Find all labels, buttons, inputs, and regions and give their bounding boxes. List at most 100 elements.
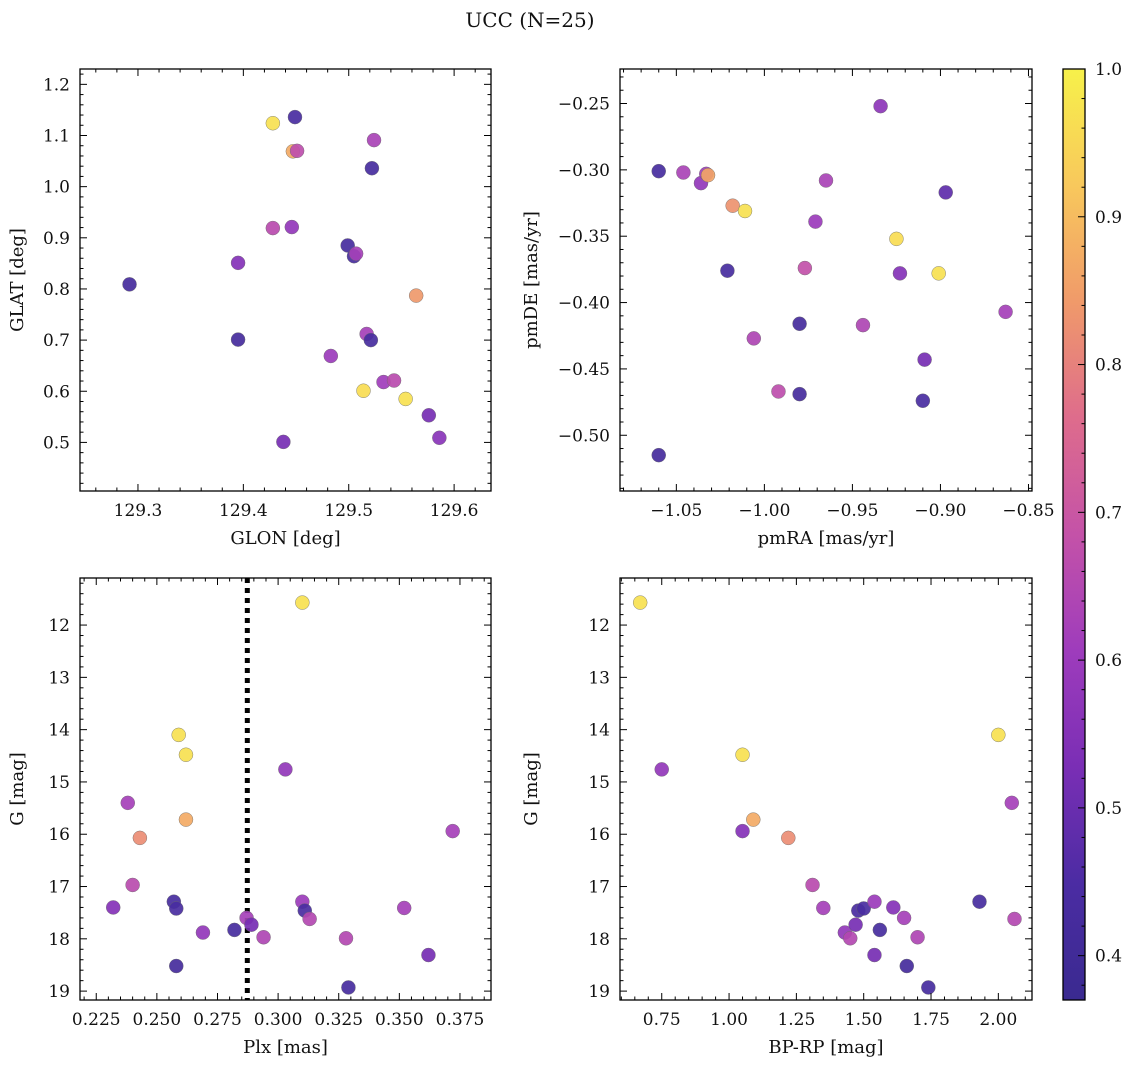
x-tick-label: 129.6	[430, 501, 479, 521]
x-tick-label: −0.95	[826, 501, 878, 521]
data-point	[265, 116, 281, 131]
panel-glon-glat: 129.3 129.4 129.5 129.6 0.5 0.6 0.7 0.8 0.9 1.0 1.…	[7, 68, 492, 549]
axes-frame	[79, 577, 492, 1001]
data-point	[737, 203, 753, 219]
y-tick-label: −0.50	[558, 426, 610, 446]
colorbar-tick-label: 0.5	[1095, 799, 1122, 819]
data-point	[872, 922, 888, 938]
x-tick-label: 1.00	[710, 1010, 748, 1030]
x-axis-label: GLON [deg]	[230, 528, 340, 549]
colorbar-tick-label: 0.6	[1095, 651, 1122, 671]
data-point	[356, 383, 371, 398]
data-point	[302, 911, 317, 927]
data-point	[873, 98, 888, 114]
data-point	[276, 434, 291, 450]
data-point	[244, 917, 259, 932]
y-tick-label: 1.2	[43, 75, 70, 95]
data-point	[122, 277, 137, 292]
x-tick-label: 0.375	[436, 1010, 485, 1030]
data-point	[972, 894, 987, 909]
data-point	[169, 901, 184, 916]
axis-ticks	[620, 69, 1032, 491]
data-point	[256, 930, 271, 945]
y-axis-label: G [mag]	[7, 752, 28, 825]
y-tick-label: 18	[588, 930, 610, 950]
data-point	[771, 384, 786, 399]
data-point	[848, 917, 863, 932]
data-point	[295, 595, 310, 610]
y-tick-label: 19	[48, 982, 70, 1002]
data-point	[338, 931, 354, 946]
data-point	[654, 762, 669, 777]
plot-area	[620, 578, 1032, 1000]
axis-ticks	[620, 578, 1032, 1000]
y-tick-label: 14	[588, 721, 610, 741]
y-tick-label: 13	[588, 668, 610, 688]
colorbar-gradient	[1062, 68, 1086, 1001]
data-point	[886, 900, 901, 915]
x-tick-label: 0.325	[314, 1010, 363, 1030]
y-tick-label: 14	[48, 721, 70, 741]
panel-bprp-g: 0.75 1.00 1.25 1.50 1.75 2.00 12 13 14 15 16 17 18 19…	[521, 577, 1033, 1058]
plot-area	[80, 578, 491, 1000]
data-point	[735, 747, 750, 762]
plot-area	[620, 69, 1032, 491]
data-point	[169, 958, 184, 974]
colorbar-tick-label: 1.0	[1095, 60, 1122, 80]
y-tick-label: −0.35	[558, 227, 610, 247]
data-point	[178, 812, 194, 827]
y-tick-label: 0.7	[43, 331, 70, 351]
axes-frame	[619, 577, 1033, 1001]
data-point	[287, 109, 303, 125]
data-point	[366, 132, 382, 148]
data-point	[720, 263, 735, 278]
x-tick-label: 1.25	[777, 1010, 815, 1030]
x-tick-label: 129.3	[114, 501, 163, 521]
data-point	[805, 877, 820, 893]
data-point	[843, 931, 858, 946]
data-point	[991, 727, 1006, 743]
data-point	[746, 331, 762, 346]
data-point	[792, 386, 807, 402]
data-point	[421, 408, 437, 423]
y-tick-label: 18	[48, 930, 70, 950]
x-tick-label: 1.75	[912, 1010, 950, 1030]
x-axis-label: pmRA [mas/yr]	[758, 528, 895, 549]
data-point	[892, 266, 908, 281]
data-point	[808, 214, 823, 229]
y-tick-label: −0.40	[558, 294, 610, 314]
y-tick-label: 15	[48, 773, 70, 793]
x-tick-label: 0.250	[133, 1010, 182, 1030]
data-point	[633, 595, 648, 610]
x-axis-label: Plx [mas]	[243, 1037, 328, 1058]
data-point	[178, 747, 194, 762]
data-point	[289, 143, 305, 159]
data-point	[816, 900, 831, 916]
data-point	[931, 266, 946, 281]
y-tick-label: 17	[588, 878, 610, 898]
y-tick-label: 0.9	[43, 229, 70, 249]
y-tick-label: 1.0	[43, 178, 70, 198]
data-point	[867, 947, 882, 963]
plot-area	[80, 69, 491, 491]
y-tick-label: 1.1	[43, 126, 70, 146]
y-tick-label: 12	[588, 616, 610, 636]
data-point	[676, 165, 691, 180]
data-point	[421, 947, 436, 963]
data-point	[818, 173, 834, 188]
data-point	[341, 980, 356, 995]
data-point	[363, 332, 379, 348]
axis-ticks	[80, 69, 491, 491]
panel-pmra-pmde: −1.05 −1.00 −0.95 −0.90 −0.85 −0.50 −0.45 −0.40…	[521, 68, 1055, 549]
y-tick-label: 13	[48, 668, 70, 688]
data-point	[278, 762, 293, 777]
axes-frame	[619, 68, 1033, 492]
data-point	[284, 219, 300, 235]
data-point	[700, 167, 716, 183]
y-axis-label: pmDE [mas/yr]	[521, 211, 542, 349]
colorbar-tick-label: 0.7	[1095, 503, 1122, 523]
data-point	[889, 231, 904, 247]
data-point	[915, 393, 931, 408]
data-point	[781, 830, 796, 846]
panel-plx-g: 0.225 0.250 0.275 0.300 0.325 0.350 0.375 12 13 1…	[7, 577, 492, 1058]
